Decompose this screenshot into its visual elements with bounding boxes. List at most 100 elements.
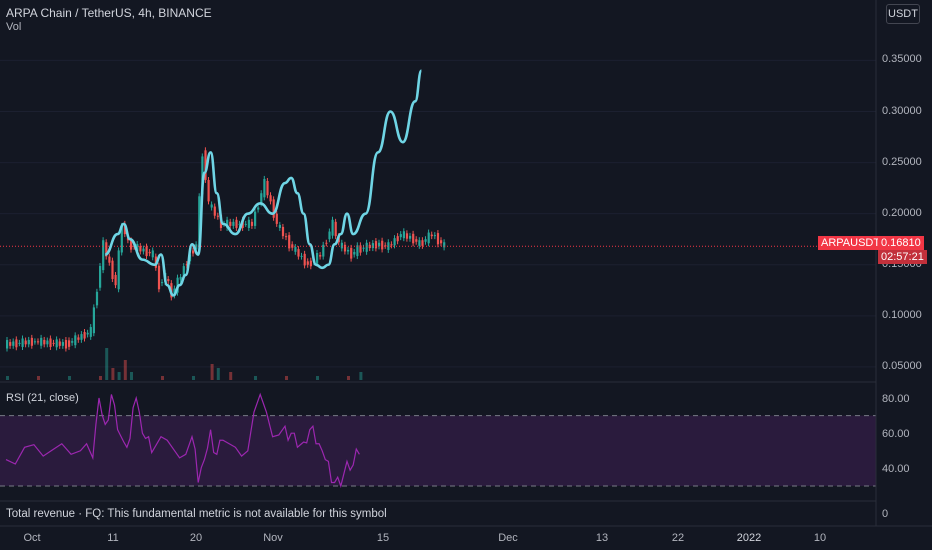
volume-bar [123, 360, 127, 380]
candle-body [95, 291, 99, 306]
candle-body [309, 260, 312, 267]
price-tick-label: 0.30000 [882, 104, 922, 117]
candle-body [334, 221, 337, 237]
candle-body [182, 266, 185, 277]
candle-body [49, 338, 52, 347]
candle-body [303, 253, 306, 266]
candle-body [275, 213, 278, 224]
candle-body [157, 265, 161, 290]
volume-bar [99, 376, 102, 380]
price-tick-label: 0.20000 [882, 206, 922, 219]
candle-body [418, 240, 421, 246]
candle-body [210, 204, 213, 208]
candle-body [244, 223, 247, 225]
candle-body [201, 156, 204, 195]
candle-body [204, 150, 207, 180]
symbol-title: ARPA Chain / TetherUS, 4h, BINANCE [6, 6, 212, 20]
candle-body [272, 199, 275, 218]
candle-body [207, 179, 210, 202]
candle-body [424, 239, 427, 242]
candle-body [161, 282, 164, 284]
candle-body [151, 250, 154, 258]
candle-body [381, 240, 384, 250]
candle-body [390, 244, 393, 246]
candle-body [111, 260, 114, 280]
candle-body [263, 178, 266, 198]
candle-body [359, 245, 362, 253]
candle-body [285, 236, 288, 238]
candle-body [33, 341, 37, 343]
candle-body [123, 223, 126, 235]
candle-body [18, 342, 21, 344]
candle-body [278, 224, 281, 228]
price-tick-label: 0.05000 [882, 359, 922, 372]
candle-body [77, 337, 80, 340]
candle-body [74, 335, 77, 346]
candle-body [12, 341, 15, 346]
date-tick-label: 22 [671, 532, 685, 544]
candle-body [374, 241, 378, 249]
candle-body [328, 231, 331, 240]
candle-body [405, 233, 409, 239]
candle-body [247, 219, 250, 228]
price-tick-label: 0.10000 [882, 308, 922, 321]
candle-body [139, 246, 142, 252]
candle-body [24, 340, 27, 345]
candle-body [40, 337, 43, 346]
date-tick-label: 15 [376, 532, 390, 544]
volume-bar [285, 376, 288, 380]
candle-body [61, 342, 64, 346]
volume-bar [161, 376, 164, 380]
volume-bar [210, 364, 214, 380]
candle-body [126, 238, 130, 241]
candle-body [105, 242, 108, 257]
candle-body [102, 240, 105, 271]
candle-body [257, 207, 260, 210]
currency-button[interactable]: USDT [886, 4, 920, 24]
candle-body [415, 239, 418, 242]
candle-body [288, 235, 291, 249]
rsi-tick-80: 80.00 [882, 393, 910, 405]
candle-body [15, 339, 18, 348]
date-tick-label: 2022 [736, 532, 762, 544]
candle-body [427, 232, 430, 244]
candle-body [213, 206, 216, 216]
candle-body [142, 248, 145, 252]
date-tick-label: Dec [498, 532, 518, 544]
candle-body [89, 327, 92, 337]
volume-bar [105, 348, 109, 380]
rsi-tick-40: 40.00 [882, 463, 910, 475]
date-tick-label: 13 [595, 532, 609, 544]
symbol-price-badge: ARPAUSDT [818, 236, 884, 250]
candle-body [294, 247, 297, 252]
candle-body [362, 247, 365, 249]
candle-body [371, 243, 374, 249]
candle-body [185, 264, 188, 266]
rsi-tick-60: 60.00 [882, 428, 910, 440]
candle-body [55, 339, 58, 348]
projection-drawing-line [104, 69, 423, 297]
date-tick-label: 20 [189, 532, 203, 544]
candle-body [99, 266, 102, 288]
candle-body [167, 279, 170, 282]
rsi-line [5, 392, 360, 489]
candle-body [281, 226, 285, 237]
last-price-badge: 0.16810 [878, 236, 924, 250]
candle-body [433, 235, 436, 237]
volume-bar [316, 376, 319, 380]
price-tick-label: 0.35000 [882, 53, 922, 66]
candle-body [226, 219, 229, 228]
volume-bar [117, 372, 121, 380]
candle-body [179, 276, 182, 280]
candle-body [250, 221, 254, 226]
rsi-band-fill [0, 415, 876, 486]
volume-legend: Vol [6, 21, 22, 33]
candle-body [136, 244, 139, 251]
candle-body [198, 196, 201, 247]
candle-body [331, 219, 334, 236]
volume-bar [254, 376, 257, 380]
price-pane [0, 59, 876, 380]
candle-body [27, 339, 30, 345]
candle-body [399, 234, 402, 238]
